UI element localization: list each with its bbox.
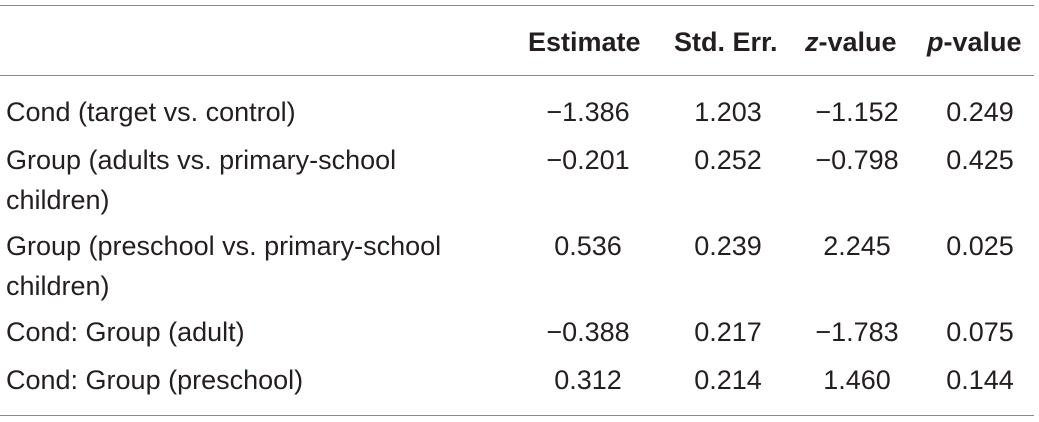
cell-std-err: 0.252: [694, 145, 762, 175]
cell-p-value: 0.249: [946, 97, 1014, 127]
row-label: Group (adults vs. primary-school childre…: [6, 145, 397, 215]
cell-std-err: 0.214: [694, 365, 762, 395]
table-header-rule: [0, 75, 1034, 76]
header-z-symbol: z: [805, 27, 819, 57]
header-z-suffix: -value: [818, 27, 897, 57]
cell-std-err: 0.217: [694, 317, 762, 347]
cell-p-value: 0.075: [946, 317, 1014, 347]
cell-p-value: 0.425: [946, 145, 1014, 175]
cell-z-value: 2.245: [823, 231, 891, 261]
row-label: Cond: Group (adult): [6, 317, 245, 347]
header-p-value: p-value: [927, 26, 1022, 58]
cell-p-value: 0.025: [946, 231, 1014, 261]
cell-estimate: −0.201: [546, 145, 630, 175]
cell-z-value: −1.152: [815, 97, 899, 127]
cell-estimate: −1.386: [546, 97, 630, 127]
cell-estimate: 0.536: [554, 231, 622, 261]
header-estimate: Estimate: [528, 27, 641, 57]
table-top-rule: [0, 5, 1034, 6]
row-label: Cond (target vs. control): [6, 97, 296, 127]
cell-std-err: 1.203: [694, 97, 762, 127]
cell-estimate: −0.388: [546, 317, 630, 347]
row-label: Cond: Group (preschool): [6, 365, 304, 395]
table-bottom-rule: [0, 415, 1034, 416]
row-label: Group (preschool vs. primary-school chil…: [6, 231, 442, 301]
cell-z-value: 1.460: [823, 365, 891, 395]
header-p-symbol: p: [927, 27, 944, 57]
cell-z-value: −1.783: [815, 317, 899, 347]
cell-p-value: 0.144: [946, 365, 1014, 395]
header-p-suffix: -value: [943, 27, 1022, 57]
header-z-value: z-value: [805, 26, 897, 58]
header-std-err: Std. Err.: [674, 27, 778, 57]
cell-std-err: 0.239: [694, 231, 762, 261]
cell-estimate: 0.312: [554, 365, 622, 395]
cell-z-value: −0.798: [815, 145, 899, 175]
